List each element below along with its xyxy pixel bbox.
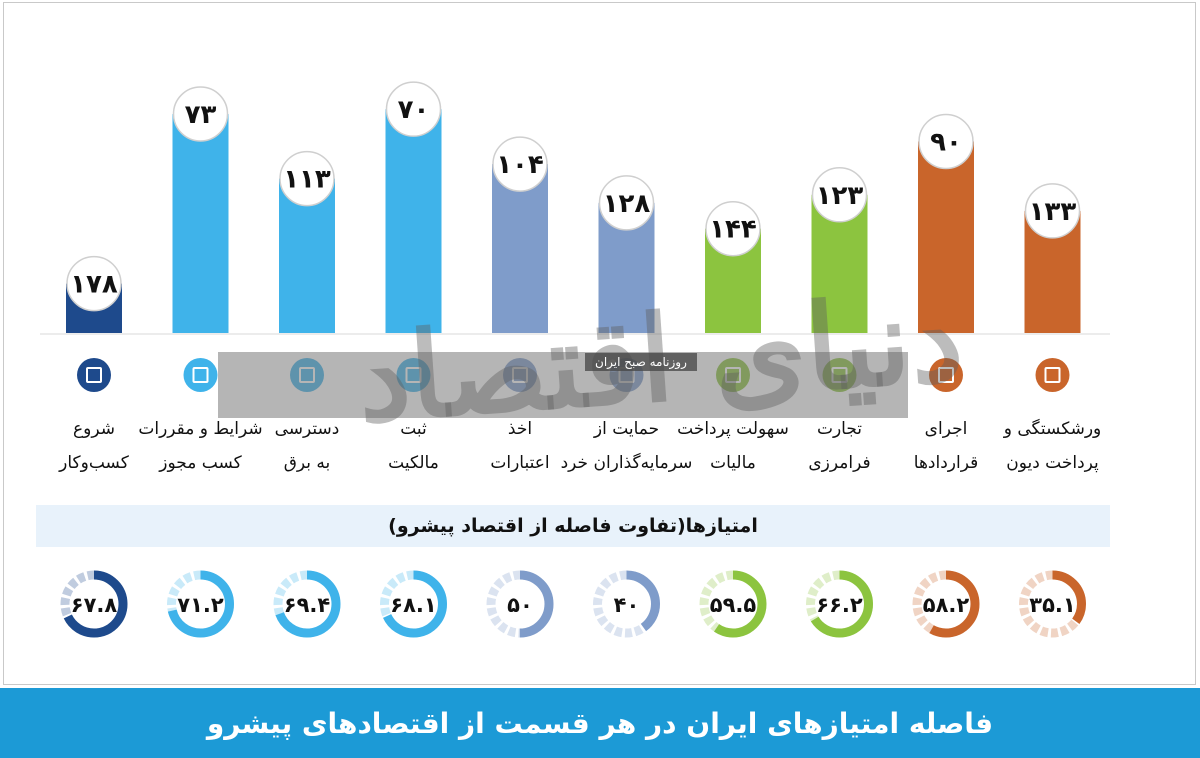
bar-5 — [492, 164, 548, 333]
score-ring-7 — [699, 570, 767, 638]
rank-label-3: ۱۱۳ — [283, 165, 331, 195]
rank-bubble-1 — [66, 255, 122, 312]
chart-title: فاصله امتیازهای ایران در هر قسمت از اقتص… — [206, 706, 994, 740]
chart-svg: ۱۷۸ شروع کسب‌وکار ۶۷.۸ ۷۳ شرایط و مقررات کسب م… — [40, 81, 1110, 638]
score-ring-8 — [806, 570, 873, 638]
rank-label-1: ۱۷۸ — [70, 270, 118, 300]
score-label-3: ۶۹.۴ — [284, 593, 331, 617]
category-label-4: ثبت — [400, 419, 427, 439]
category-label-3: دسترسی — [275, 419, 340, 439]
score-label-9: ۵۸.۲ — [923, 593, 970, 617]
rank-label-8: ۱۲۳ — [816, 181, 864, 211]
category-sublabel-3: به برق — [284, 453, 331, 473]
building-icon — [77, 358, 111, 392]
score-label-2: ۷۱.۲ — [177, 593, 224, 617]
rank-bubble-3 — [279, 150, 335, 207]
building-icon-glyph — [86, 367, 102, 383]
category-label-8: تجارت — [817, 419, 862, 439]
score-label-5: ۵۰ — [507, 593, 533, 617]
score-label-8: ۶۶.۲ — [816, 593, 863, 617]
rank-label-10: ۱۳۳ — [1029, 197, 1077, 227]
score-label-4: ۶۸.۱ — [390, 593, 436, 617]
rank-bubble-9 — [918, 113, 974, 170]
category-label-1: شروع — [73, 419, 115, 439]
gavel-icon — [1035, 358, 1070, 392]
score-ring-6 — [593, 570, 660, 638]
rank-label-2: ۷۳ — [185, 100, 217, 130]
score-ring-4 — [380, 570, 447, 638]
category-sublabel-4: مالکیت — [388, 453, 439, 473]
score-label-1: ۶۷.۸ — [71, 593, 118, 617]
category-sublabel-5: اعتبارات — [490, 453, 549, 473]
category-label-5: اخذ — [508, 419, 532, 439]
score-ring-2 — [167, 570, 234, 638]
category-sublabel-2: کسب مجوز — [158, 453, 242, 473]
score-header: امتیازها(تفاوت فاصله از اقتصاد پیشرو) — [388, 515, 758, 537]
score-header-band: امتیازها(تفاوت فاصله از اقتصاد پیشرو) — [36, 505, 1110, 547]
score-label-10: ۳۵.۱ — [1029, 593, 1075, 617]
rank-label-6: ۱۲۸ — [603, 189, 651, 219]
watermark-band — [218, 352, 908, 418]
rank-label-4: ۷۰ — [398, 95, 430, 125]
rank-bubble-10 — [1024, 183, 1081, 239]
category-sublabel-9: قراردادها — [914, 453, 978, 473]
category-sublabel-1: کسب‌وکار — [58, 453, 130, 473]
score-ring-3 — [273, 570, 341, 638]
category-label-9: اجرای — [925, 419, 968, 439]
courthouse-icon-glyph — [938, 367, 954, 383]
category-sublabel-8: فرامرزی — [808, 453, 870, 473]
title-banner: فاصله امتیازهای ایران در هر قسمت از اقتص… — [0, 688, 1200, 758]
score-ring-9 — [912, 570, 980, 638]
category-sublabel-7: مالیات — [710, 453, 756, 473]
rank-label-9: ۹۰ — [930, 127, 962, 157]
category-label-7: سهولت پرداخت — [677, 419, 789, 439]
category-label-10: ورشکستگی و — [1003, 418, 1102, 439]
category-label-2: شرایط و مقررات — [138, 419, 262, 439]
rank-label-5: ۱۰۴ — [496, 150, 544, 180]
gavel-icon-glyph — [1044, 367, 1061, 383]
category-label-6: حمایت از — [593, 419, 659, 439]
bar-9 — [918, 141, 974, 333]
rank-bubble-4 — [385, 81, 442, 137]
bar-2 — [172, 114, 229, 333]
score-ring-5 — [486, 570, 554, 638]
category-sublabel-10: پرداخت دیون — [1006, 453, 1099, 473]
rank-bubble-8 — [811, 167, 868, 223]
courthouse-icon — [929, 358, 963, 392]
score-label-6: ۴۰ — [614, 593, 640, 617]
category-sublabel-6: سرمایه‌گذاران خرد — [561, 452, 693, 473]
rank-bubble-7 — [705, 200, 761, 257]
rank-label-7: ۱۴۴ — [709, 215, 757, 245]
score-ring-10 — [1019, 570, 1086, 638]
bar-4 — [385, 109, 442, 334]
watermark-caption: روزنامه صبح ایران — [585, 353, 697, 371]
rank-bubble-6 — [598, 175, 655, 231]
score-label-7: ۵۹.۵ — [710, 593, 757, 617]
score-ring-1 — [60, 570, 128, 638]
tools-icon-glyph — [192, 367, 209, 383]
rank-bubble-2 — [172, 86, 229, 142]
rank-bubble-5 — [492, 136, 548, 192]
tools-icon — [183, 358, 218, 392]
